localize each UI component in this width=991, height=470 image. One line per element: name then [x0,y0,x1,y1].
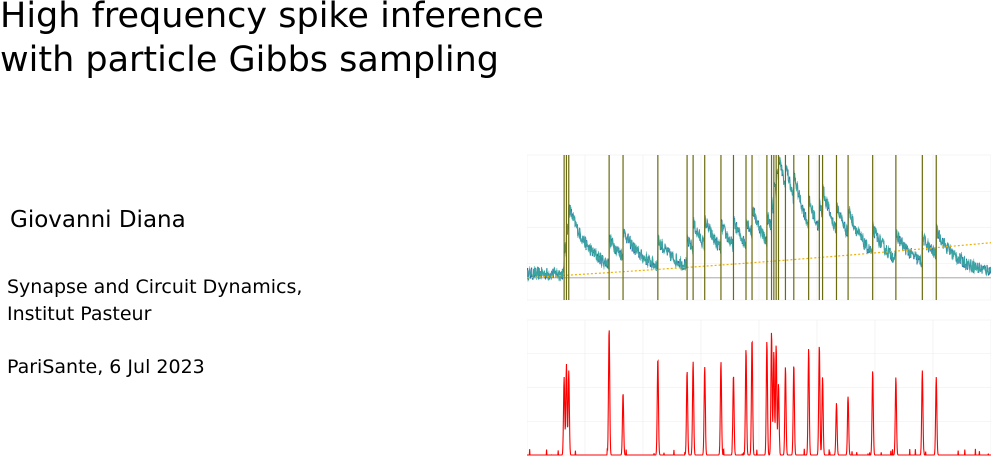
affiliation-line-2: Institut Pasteur [7,303,152,325]
baseline-drift [527,242,991,279]
fitted-trace [527,156,991,282]
title-line-2: with particle Gibbs sampling [0,40,499,80]
fluorescence-trace-panel [527,154,991,301]
affiliation-line-1: Synapse and Circuit Dynamics, [7,276,303,298]
author-name: Giovanni Diana [10,207,186,233]
slide-title: High frequency spike inference with part… [0,0,544,82]
spike-rate-curve [527,330,991,456]
spike-rate-panel [527,319,991,456]
event-date: PariSante, 6 Jul 2023 [7,356,205,378]
affiliation: Synapse and Circuit Dynamics, Institut P… [7,274,302,328]
title-line-1: High frequency spike inference [0,0,544,36]
spike-inference-figure [527,154,991,456]
